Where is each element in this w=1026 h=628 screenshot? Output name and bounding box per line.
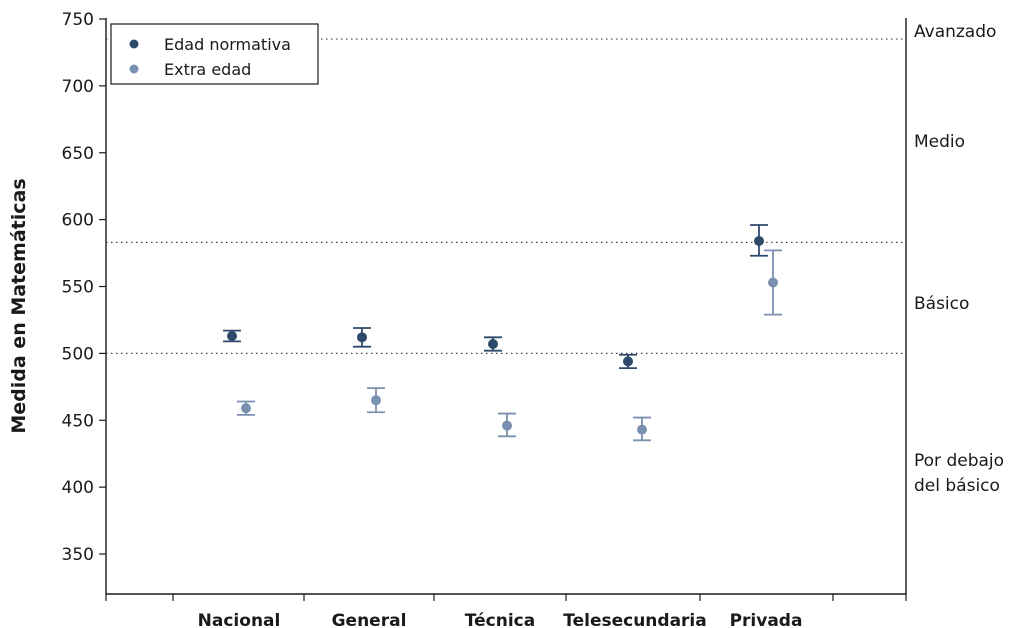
error-point [764, 249, 782, 316]
y-tick-label: 500 [62, 344, 94, 364]
error-point [498, 412, 516, 438]
error-point [237, 400, 255, 416]
legend-marker [129, 64, 139, 74]
category-label: General [332, 611, 407, 628]
legend-label: Extra edad [164, 60, 251, 79]
error-point [353, 327, 371, 348]
reference-lines [106, 38, 906, 354]
error-point [367, 387, 385, 414]
labels: Nacional General Técnica Telesecundaria Priv… [8, 22, 1004, 628]
data-point [241, 403, 251, 414]
data-point [357, 332, 367, 343]
error-point [750, 224, 768, 257]
category-label: Privada [730, 611, 803, 628]
data-point [637, 424, 647, 435]
y-tick-label: 700 [62, 77, 94, 97]
category-label: Técnica [465, 611, 535, 628]
data-marks [223, 224, 782, 442]
y-tick-label: 450 [62, 411, 94, 431]
level-label: Por debajo [914, 451, 1004, 471]
data-point [754, 236, 764, 247]
data-point [371, 395, 381, 406]
axes: 350 400 450 500 550 600 650 700 750 [62, 10, 907, 601]
error-point [484, 336, 502, 352]
data-point [488, 339, 498, 350]
y-tick-label: 750 [62, 10, 94, 30]
level-label: del básico [914, 476, 1000, 496]
y-tick-label: 600 [62, 211, 94, 231]
legend-marker [129, 39, 139, 49]
legend: Edad normativa Extra edad [110, 23, 319, 85]
error-point [619, 353, 637, 369]
category-label: Nacional [198, 611, 281, 628]
legend-label: Edad normativa [164, 35, 291, 54]
y-tick-label: 650 [62, 144, 94, 164]
data-point [768, 277, 778, 288]
level-label: Medio [914, 132, 965, 152]
data-point [227, 330, 237, 341]
legend-box [110, 23, 319, 85]
error-point [223, 329, 241, 343]
level-label: Básico [914, 294, 969, 314]
data-point [623, 356, 633, 367]
y-tick-label: 550 [62, 278, 94, 298]
error-point [633, 416, 651, 442]
category-label: Telesecundaria [563, 611, 706, 628]
y-tick-label: 400 [62, 478, 94, 498]
level-label: Avanzado [914, 22, 996, 42]
y-axis-title: Medida en Matemáticas [8, 178, 30, 433]
y-tick-label: 350 [62, 545, 94, 565]
data-point [502, 420, 512, 431]
